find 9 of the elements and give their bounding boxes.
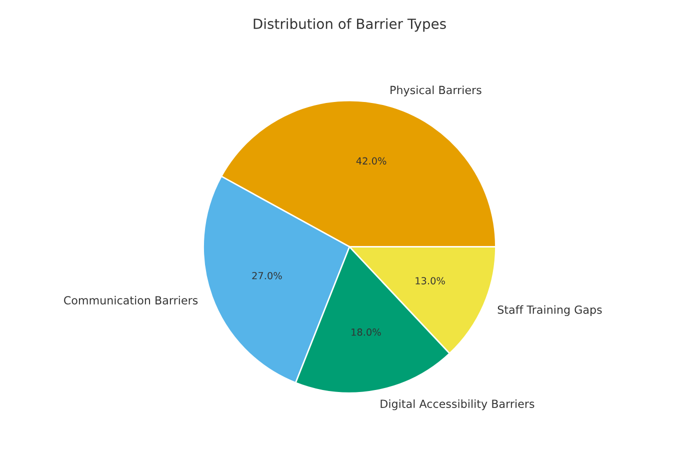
data-label: 27.0% xyxy=(252,272,282,280)
slice-label: Communication Barriers xyxy=(64,296,198,304)
slice-label: Digital Accessibility Barriers xyxy=(380,399,534,410)
data-label: 13.0% xyxy=(416,277,445,284)
slice-label: Staff Training Gaps xyxy=(498,305,602,316)
data-label: 18.0% xyxy=(352,328,381,336)
slice-label: Physical Barriers xyxy=(390,86,482,96)
data-label: 42.0% xyxy=(356,157,386,165)
chart-title: Distribution of Barrier Types xyxy=(254,18,446,32)
